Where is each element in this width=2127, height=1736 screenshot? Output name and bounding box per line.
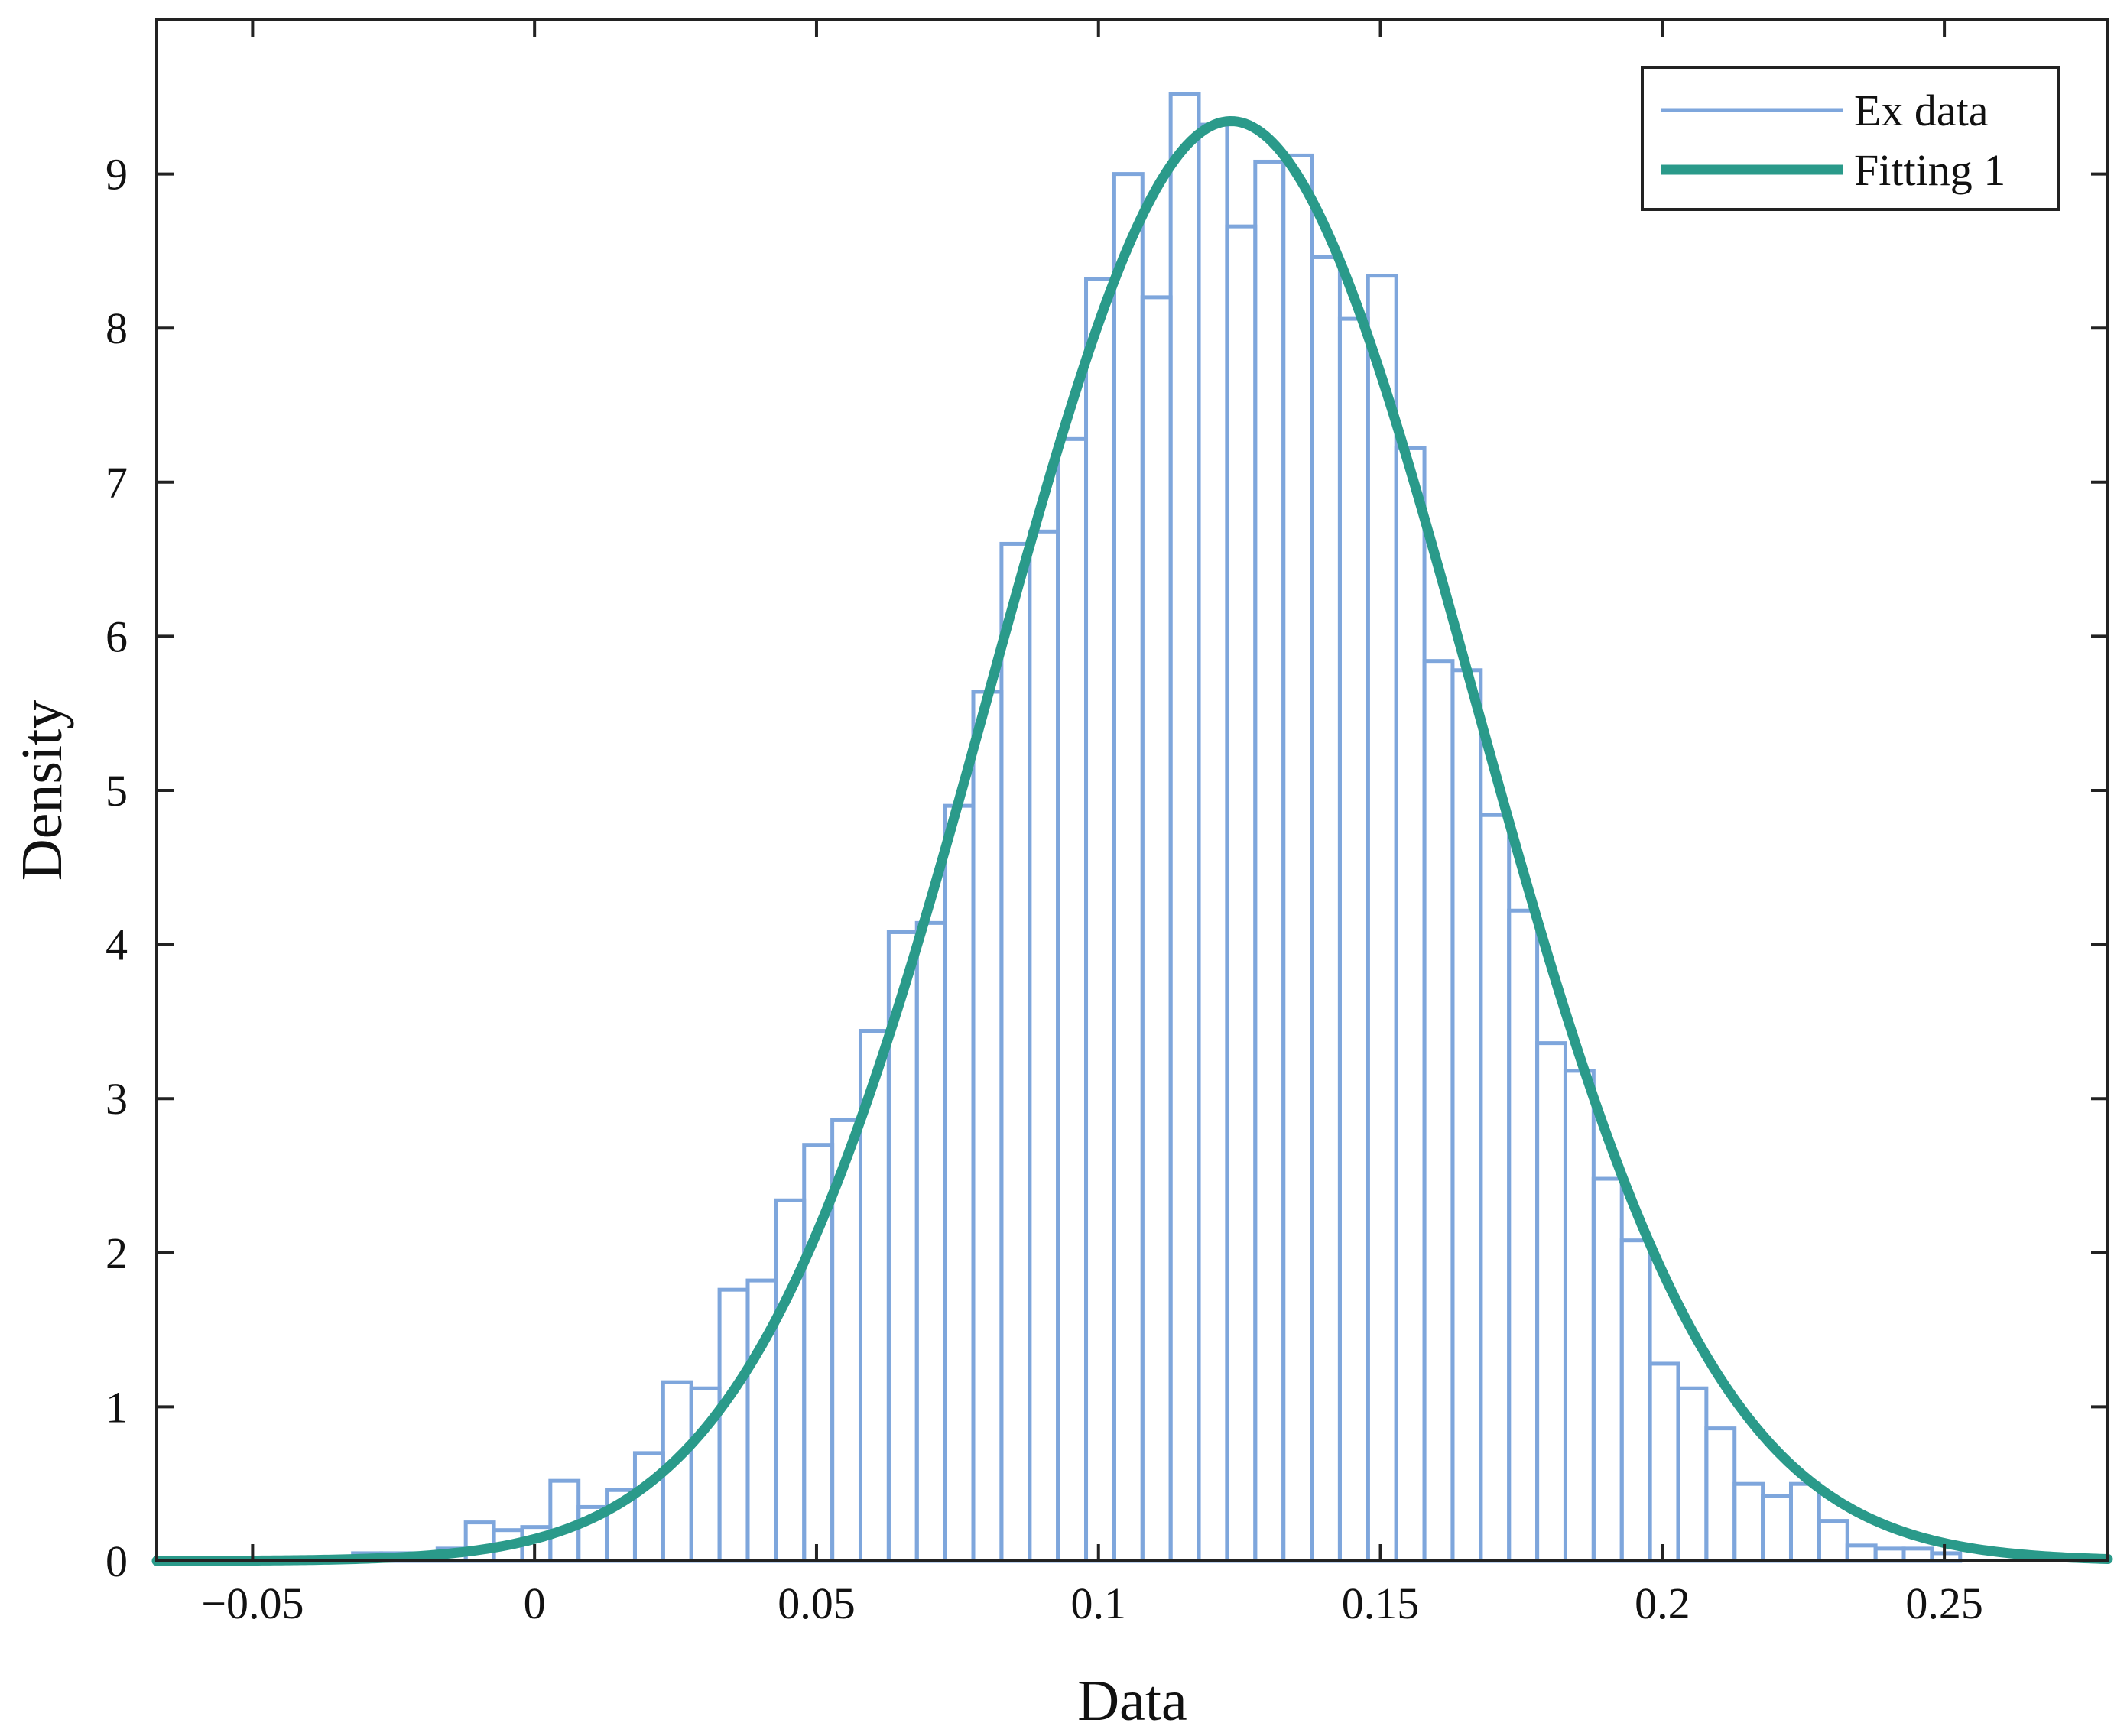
y-tick-label: 1 (106, 1382, 128, 1432)
y-tick-label: 6 (106, 612, 128, 661)
y-axis-ticks: 0 1 2 3 4 5 6 7 8 9 (106, 150, 2108, 1586)
y-tick-label: 9 (106, 150, 128, 200)
x-axis-title: Data (1077, 1669, 1187, 1733)
y-tick-label: 8 (106, 303, 128, 353)
legend-label-fitting-1: Fitting 1 (1854, 145, 2005, 195)
x-axis-ticks: −0.05 0 0.05 0.1 0.15 0.2 0.25 (201, 20, 1983, 1628)
legend-label-ex-data: Ex data (1854, 86, 1989, 135)
y-tick-label: 4 (106, 920, 128, 970)
y-tick-label: 7 (106, 458, 128, 508)
x-tick-label: 0.25 (1905, 1579, 1983, 1628)
x-tick-label: 0.1 (1070, 1579, 1126, 1628)
y-tick-label: 0 (106, 1536, 128, 1586)
y-axis-title: Density (10, 700, 74, 881)
x-tick-label: −0.05 (201, 1579, 304, 1628)
legend-box (1641, 66, 2060, 211)
y-tick-label: 5 (106, 766, 128, 816)
x-tick-label: 0 (524, 1579, 546, 1628)
y-tick-label: 3 (106, 1074, 128, 1124)
x-tick-label: 0.2 (1635, 1579, 1690, 1628)
fit-curve-layer (151, 115, 2113, 1566)
fit-curve-line (151, 115, 2113, 1566)
legend: Ex data Fitting 1 (1641, 66, 2060, 211)
y-tick-label: 2 (106, 1228, 128, 1278)
x-tick-label: 0.15 (1342, 1579, 1420, 1628)
x-tick-label: 0.05 (778, 1579, 856, 1628)
